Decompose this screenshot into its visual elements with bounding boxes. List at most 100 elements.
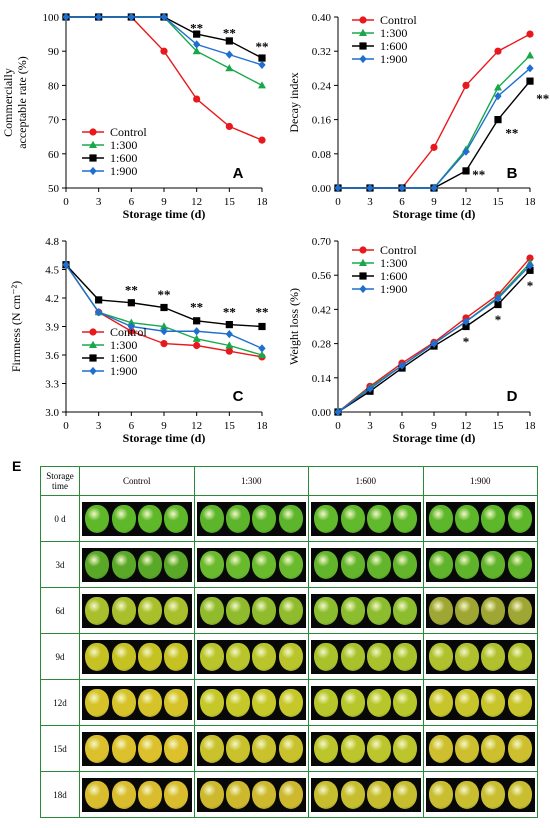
data-point (258, 81, 266, 89)
row-label: 18d (40, 771, 80, 818)
fruit-image (314, 734, 339, 763)
fruit-image (340, 780, 365, 809)
x-tick-label: 6 (129, 420, 135, 432)
x-axis-label: Storage time (d) (123, 207, 206, 221)
data-point (225, 37, 233, 45)
fruit-photo-strip (196, 639, 306, 674)
y-tick-label: 4.5 (45, 265, 59, 277)
fruit-image (226, 734, 251, 763)
fruit-image (164, 596, 189, 625)
fruit-image (111, 734, 136, 763)
x-tick-label: 15 (493, 196, 505, 208)
photo-cell (79, 633, 195, 680)
y-tick-label: 0.00 (312, 407, 332, 419)
data-point (225, 347, 233, 355)
panel-label: C (233, 388, 244, 405)
y-tick-label: 0.70 (312, 236, 332, 248)
data-point (127, 318, 136, 326)
legend-label: 1:600 (380, 39, 407, 53)
series-1-600 (334, 77, 534, 192)
photo-cell (422, 541, 538, 588)
legend-marker (359, 42, 367, 50)
chart-panel-a: 50 60 70 80 90 100 0 3 6 9 12 15 18 Storage time (d) C… (1, 12, 269, 221)
data-point (430, 339, 438, 348)
fruit-photo-strip (196, 777, 306, 812)
fruit-image (85, 688, 110, 717)
legend-marker (89, 128, 97, 136)
x-tick-label: 9 (161, 420, 167, 432)
fruit-image (366, 642, 391, 671)
x-tick-label: 6 (399, 196, 405, 208)
significance-mark: ** (256, 39, 269, 54)
fruit-image (199, 688, 224, 717)
data-point (160, 340, 168, 348)
fruit-image (252, 596, 277, 625)
fruit-image (85, 550, 110, 579)
y-tick-label: 100 (43, 12, 60, 24)
data-point (494, 91, 502, 101)
fruit-image (507, 596, 532, 625)
data-point (193, 95, 201, 103)
significance-mark: ** (505, 125, 518, 140)
data-point (462, 317, 470, 326)
fruit-photo-strip (82, 731, 192, 766)
fruit-image (252, 504, 277, 533)
photo-cell (422, 679, 538, 726)
fruit-image (111, 642, 136, 671)
table-row: 15d (40, 725, 538, 772)
fruit-image (252, 688, 277, 717)
data-point (192, 47, 201, 55)
series-control (334, 30, 534, 192)
photo-cell (308, 495, 424, 542)
significance-mark: ** (472, 167, 485, 182)
legend-marker (359, 284, 367, 294)
data-point (193, 30, 201, 38)
fruit-image (199, 734, 224, 763)
fruit-image (85, 642, 110, 671)
significance-mark: * (527, 278, 534, 293)
data-point (193, 40, 201, 49)
fruit-image (314, 642, 339, 671)
fruit-photo-strip (82, 685, 192, 720)
y-tick-label: 0.32 (312, 46, 331, 58)
legend-label: 1:600 (380, 269, 407, 283)
y-tick-label: 4.8 (45, 236, 59, 248)
data-point (526, 254, 534, 262)
series-1-900 (334, 64, 534, 193)
significance-mark: ** (223, 25, 236, 40)
data-point (398, 361, 406, 370)
fruit-image (85, 734, 110, 763)
fruit-image (314, 780, 339, 809)
y-axis-label: Firmness (N cm⁻²) (9, 281, 23, 372)
data-point (494, 47, 502, 55)
photo-cell (193, 725, 309, 772)
data-point (462, 167, 470, 175)
x-tick-label: 6 (399, 420, 405, 432)
series-1-300 (334, 51, 534, 191)
y-axis-label: Commercially (1, 68, 15, 137)
y-axis-label: Decay index (287, 72, 301, 132)
fruit-image (164, 734, 189, 763)
fruit-image (252, 550, 277, 579)
fruit-image (278, 642, 303, 671)
significance-mark: ** (256, 304, 269, 319)
fruit-image (164, 642, 189, 671)
panel-label: B (507, 165, 518, 182)
fruit-image (366, 550, 391, 579)
data-point (160, 303, 168, 312)
data-point (334, 407, 342, 417)
legend-marker (89, 340, 97, 348)
fruit-photo-strip (425, 639, 535, 674)
storage-photo-table: Storage time Control 1:300 1:600 1:900 0… (40, 466, 538, 818)
fruit-image (226, 504, 251, 533)
fruit-photo-strip (196, 685, 306, 720)
fruit-image (428, 688, 453, 717)
x-tick-label: 9 (431, 420, 437, 432)
fruit-photo-strip (196, 731, 306, 766)
fruit-photo-strip (425, 593, 535, 628)
x-tick-label: 12 (191, 196, 202, 208)
fruit-image (137, 550, 162, 579)
photo-cell (308, 771, 424, 818)
photo-cell (79, 587, 195, 634)
